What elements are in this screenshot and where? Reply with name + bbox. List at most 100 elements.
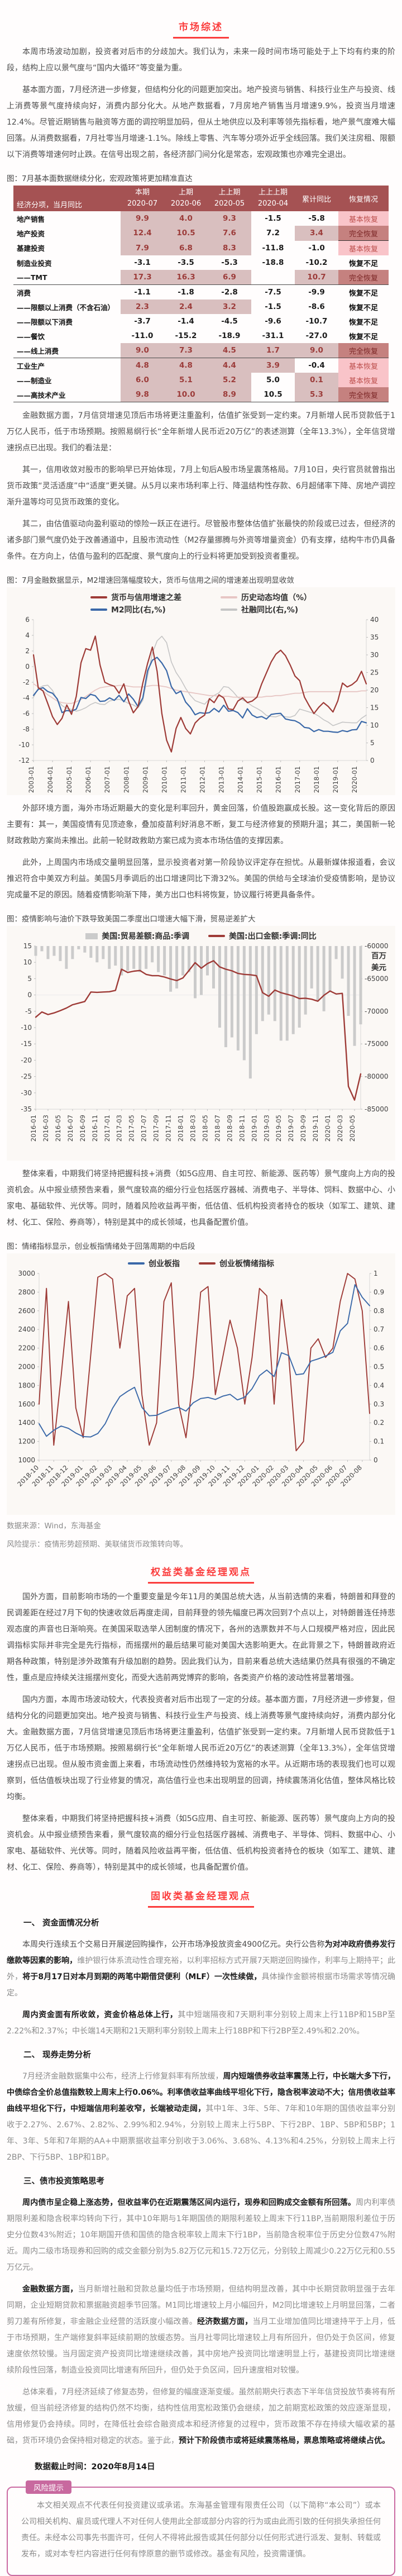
svg-text:0: 0 xyxy=(27,991,32,999)
paragraph-fundamentals: 基本面方面，7月经济进一步修复，但结构分化的问题更加突出。地产投资与销售、科技行… xyxy=(7,85,395,159)
svg-text:-20: -20 xyxy=(21,1056,32,1064)
chart1-caption: 图：7月金融数据显示，M2增速回落幅度较大，货币与信用之间的增速差出现明显收敛 xyxy=(7,576,294,585)
value-cell: 6.9 xyxy=(208,270,251,285)
table-row: 地产销售 9.9 4.0 9.3 -1.5 -5.8 基本恢复 xyxy=(13,211,389,226)
table-row: 消费 -1.1 -1.8 -2.8 -7.5 -9.9 恢复不足 xyxy=(13,285,389,300)
svg-text:1600: 1600 xyxy=(18,1400,35,1408)
svg-text:2009-01: 2009-01 xyxy=(141,766,149,793)
text-run: 为对冲政府债券发行缴款等因素的影响， xyxy=(7,1940,395,1965)
legend-label: 创业板情绪指标 xyxy=(219,1260,274,1268)
value-cell: 7.2 xyxy=(266,229,280,238)
svg-text:2017-09: 2017-09 xyxy=(152,1115,160,1142)
text-run: 7月经济金融数据集中公布，经济上行修复斜率有所放缓， xyxy=(22,2072,223,2081)
chart1-legend: 货币与信用增速之差 历史动态均值（%） M2同比(右,%) 社融同比(右,%) xyxy=(7,587,395,616)
svg-text:25: 25 xyxy=(370,669,379,677)
svg-text:-10: -10 xyxy=(18,741,30,749)
text-run: 其中短端隔夜和7天期利率分别较上周末上行11BP和15BP至2.22%和2.37… xyxy=(7,2011,396,2036)
subheading-funding: 一、 资金面情况分析 xyxy=(23,1919,99,1928)
paragraph-finance-data: 金融数据方面，7月信贷增速见顶后市场将更注重盈利，估值扩张受到一定约束。7月新增… xyxy=(7,411,395,453)
value-cell: 5.1 xyxy=(164,373,208,387)
svg-text:2017-01: 2017-01 xyxy=(294,766,302,793)
value-cell: 4.8 xyxy=(164,358,208,373)
text-run: 周内利率债期限利差和隐含税率均转向下行，其中10年期与1年期国债的期限利差较上周… xyxy=(7,2198,396,2272)
svg-text:2017-03: 2017-03 xyxy=(116,1115,123,1142)
svg-text:10: 10 xyxy=(370,721,379,729)
svg-text:2: 2 xyxy=(25,647,30,655)
value-cell: 3.9 xyxy=(251,358,295,373)
text-run: 具体操作金额将根据市场需求等情况确定。 xyxy=(7,1973,395,1998)
value-cell: -5.8 xyxy=(308,214,325,223)
equity-paragraph-overseas: 国外方面，目前影响市场的一个重要变量是今年11月的美国总统大选，从当前选情的来看… xyxy=(7,1593,395,1683)
svg-text:1000: 1000 xyxy=(18,1456,35,1464)
text-run: 周内债市呈企稳上涨态势，但收益率仍在近期震荡区间内运行，现券和回购成交金额有所回… xyxy=(22,2198,356,2207)
svg-text:2019-09: 2019-09 xyxy=(299,1115,307,1142)
axis-unit-label: 百万 美元 xyxy=(371,952,386,972)
fi-paragraph-yields: 7月经济金融数据集中公布，经济上行修复斜率有所放缓，周内短端债券收益率震荡上行，… xyxy=(7,2069,395,2166)
svg-text:-6: -6 xyxy=(23,710,30,717)
table-row: 基建投资 7.9 6.8 8.3 -11.8 -1.0 基本恢复 xyxy=(13,240,389,255)
svg-text:2019-01: 2019-01 xyxy=(250,1115,258,1142)
svg-text:15: 15 xyxy=(23,943,32,950)
table-row: ——高技术产业 9.8 10.0 8.9 10.5 5.3 完全恢复 xyxy=(13,387,389,402)
data-cutoff-date: 数据截止时间：2020年8月14日 xyxy=(35,2463,155,2472)
value-cell: -5.3 xyxy=(221,258,238,267)
economic-data-table: 经济分项，当月同比 本期 2020-07 上期 2020-06 上上期 2020-05… xyxy=(13,186,389,402)
header-current-period: 本期 2020-07 xyxy=(121,186,164,211)
svg-text:2018-09: 2018-09 xyxy=(226,1115,233,1142)
value-cell: 4.4 xyxy=(208,358,251,373)
svg-text:0.9: 0.9 xyxy=(374,1288,384,1296)
svg-text:1200: 1200 xyxy=(18,1438,35,1446)
row-label: 消费 xyxy=(17,288,31,297)
value-cell: 7.9 xyxy=(121,240,164,255)
chart3-caption: 图：情绪指标显示，创业板指情绪处于回落周期的中后段 xyxy=(7,1242,195,1251)
svg-text:2016-03: 2016-03 xyxy=(42,1115,50,1142)
chart3-legend: 创业板指 创业板情绪指标 xyxy=(7,1253,395,1270)
row-label: ——制造业 xyxy=(17,376,52,385)
chart-svg: 15 10 5 0 -5 -10 -15 -20 -25 -30 -35 -60000 -65000 -7… xyxy=(21,942,388,1142)
legend-label: M2同比(右,%) xyxy=(111,606,166,615)
legend-item: 社融同比(右,%) xyxy=(220,604,312,615)
svg-text:-25: -25 xyxy=(21,1073,32,1081)
value-cell: 4.5 xyxy=(208,343,251,358)
legend-swatch xyxy=(220,609,237,611)
legend-swatch xyxy=(90,609,107,611)
header-prev3-period: 上上上期 2020-04 xyxy=(251,186,295,211)
value-cell: -3.7 xyxy=(134,317,151,326)
value-cell: -4.5 xyxy=(221,317,238,326)
text-run: 当月工业增加值同比增速持平于上月，低于市场预期，生产端修复斜率延续前期的放缓态势… xyxy=(7,2317,396,2375)
status-cell: 基本恢复 xyxy=(338,240,389,255)
value-cell: -15.2 xyxy=(175,331,197,340)
legend-item: 美国:出口金额:季调:同比 xyxy=(208,930,317,942)
svg-text:10: 10 xyxy=(23,958,32,966)
value-cell: -1.5 xyxy=(265,214,281,223)
value-cell: -31.1 xyxy=(262,331,284,340)
svg-text:0.7: 0.7 xyxy=(374,1325,384,1333)
legend-item: 货币与信用增速之差 xyxy=(90,592,181,603)
text-run: 预计下阶段债市或将延续震荡格局，票息策略或将继续占优。 xyxy=(179,2436,390,2445)
svg-text:2019-03: 2019-03 xyxy=(262,1115,270,1142)
text-run: 其中1年、3年、5年、7年和10年期的国债收益率分别收于2.27%、2.67%、… xyxy=(7,2104,395,2162)
svg-text:1400: 1400 xyxy=(18,1419,35,1427)
value-cell: -0.4 xyxy=(308,361,325,370)
value-cell: 7.6 xyxy=(208,226,251,241)
value-cell: -1.5 xyxy=(265,302,281,311)
svg-text:2016-01: 2016-01 xyxy=(30,1115,37,1142)
table-row: 工业生产 4.8 4.8 4.4 3.9 -0.4 基本恢复 xyxy=(13,358,389,373)
value-cell: -3.1 xyxy=(134,258,151,267)
chart-chinext-sentiment: 创业板指 创业板情绪指标 3000 2800 2600 2400 2200 2000 1800… xyxy=(7,1253,395,1515)
svg-text:-8: -8 xyxy=(23,725,30,733)
row-label: 地产投资 xyxy=(17,229,45,238)
chart-us-trade: 美国:贸易差额:商品:季调 美国:出口金额:季调:同比 百万 美元 15 10 5 0 -5 -… xyxy=(7,926,395,1161)
svg-text:-2: -2 xyxy=(23,678,30,686)
risk-disclaimer-box: 风险提示 本文相关观点不代表任何投资建议或承诺。东海基金管理有限责任公司（以下简… xyxy=(7,2480,395,2576)
svg-text:1800: 1800 xyxy=(18,1381,35,1389)
svg-text:2600: 2600 xyxy=(18,1307,35,1315)
svg-text:2020-01: 2020-01 xyxy=(351,766,358,793)
risk-box-label: 风险提示 xyxy=(26,2480,71,2494)
svg-text:0: 0 xyxy=(25,663,30,671)
table-row: 地产投资 12.4 10.5 7.6 7.2 3.4 完全恢复 xyxy=(13,226,389,241)
value-cell: 5.3 xyxy=(295,387,338,402)
svg-text:-15: -15 xyxy=(21,1040,32,1048)
svg-text:0.2: 0.2 xyxy=(374,1419,384,1427)
table-row: ——TMT 17.3 16.3 6.9 10.7 完全恢复 xyxy=(13,270,389,285)
